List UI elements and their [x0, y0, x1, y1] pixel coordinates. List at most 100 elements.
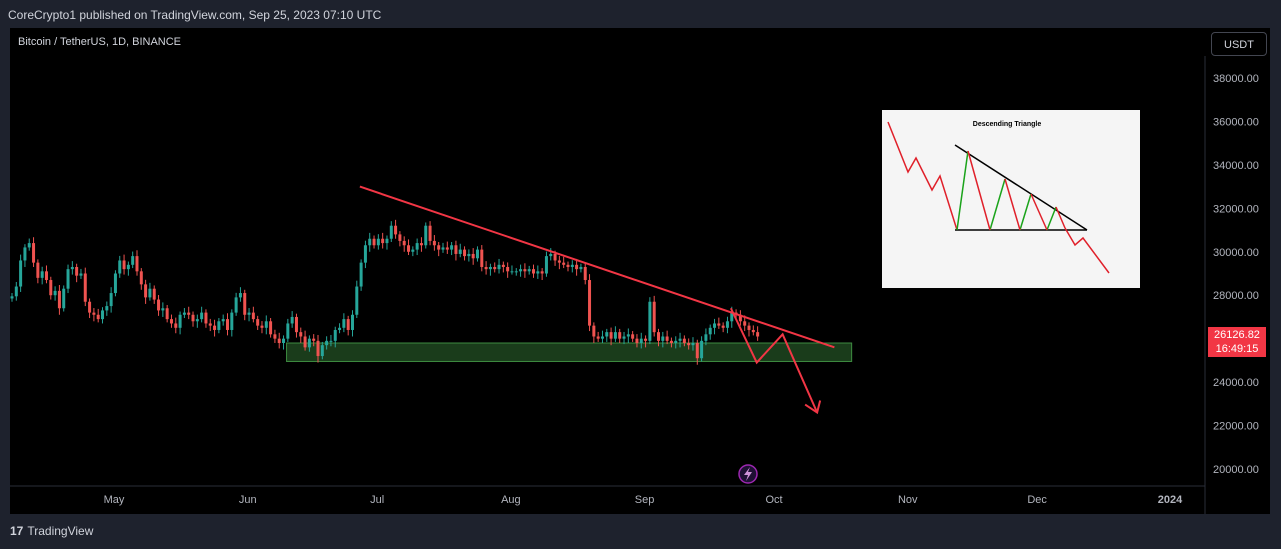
candle — [385, 238, 389, 244]
candle — [613, 332, 617, 339]
candle — [398, 234, 402, 241]
candle — [704, 334, 708, 341]
candle — [282, 338, 286, 344]
inset-down-leg — [1030, 193, 1048, 231]
candle — [467, 253, 471, 257]
inset-up-leg — [1046, 206, 1057, 231]
candle — [14, 286, 18, 297]
candle — [251, 312, 255, 320]
candle — [221, 319, 225, 322]
candle — [200, 312, 204, 320]
candle — [639, 338, 643, 344]
candle — [96, 314, 100, 320]
candle — [286, 323, 290, 339]
candle — [191, 314, 195, 322]
countdown: 16:49:15 — [1215, 343, 1259, 355]
tradingview-logo[interactable]: 17 TradingView — [10, 524, 93, 538]
candle — [247, 312, 251, 315]
candle — [454, 245, 458, 254]
candle — [161, 308, 165, 311]
candle — [187, 312, 191, 315]
candle — [713, 323, 717, 328]
candle — [213, 325, 217, 330]
candle — [570, 264, 574, 267]
x-tick-label: May — [104, 494, 125, 506]
candle — [751, 329, 755, 333]
candle — [665, 336, 669, 341]
candle — [23, 247, 27, 261]
candle — [342, 319, 346, 328]
candle — [588, 280, 592, 326]
y-tick-label: 28000.00 — [1213, 290, 1259, 302]
candle — [157, 299, 161, 311]
inset-up-leg — [1019, 193, 1032, 231]
candle — [299, 332, 303, 337]
candle — [674, 340, 678, 344]
candle — [27, 243, 31, 248]
candle — [204, 312, 208, 324]
candle — [118, 260, 122, 274]
candle — [62, 288, 66, 309]
candle — [579, 266, 583, 270]
candle — [66, 269, 70, 289]
candle — [738, 314, 742, 322]
projection-path[interactable] — [729, 307, 819, 413]
candle — [532, 269, 536, 274]
candle — [445, 247, 449, 250]
candle — [622, 336, 626, 339]
candle — [544, 256, 548, 274]
candle — [88, 301, 92, 313]
candle — [411, 249, 415, 252]
candle — [475, 249, 479, 259]
candle — [101, 310, 105, 320]
candle — [523, 269, 527, 272]
candle — [691, 343, 695, 346]
candle — [329, 340, 333, 342]
candle — [122, 260, 126, 270]
candle — [338, 327, 342, 330]
x-tick-label: Sep — [635, 494, 655, 506]
candle — [152, 288, 156, 300]
candle — [79, 273, 83, 276]
candle — [566, 264, 570, 267]
candle — [217, 321, 221, 330]
candle — [652, 301, 656, 333]
projection-arrowhead — [804, 400, 822, 415]
candle — [40, 271, 44, 278]
candle — [333, 329, 337, 341]
candle — [480, 249, 484, 267]
candle — [394, 225, 398, 235]
candle — [493, 266, 497, 270]
candle — [596, 336, 600, 339]
candle — [182, 312, 186, 315]
x-tick-label: Nov — [898, 494, 918, 506]
trendline[interactable] — [359, 185, 835, 349]
candle — [527, 269, 531, 272]
candle — [83, 273, 87, 302]
candle — [359, 262, 363, 287]
publish-header: CoreCrypto1 published on TradingView.com… — [0, 0, 1281, 28]
candle — [441, 247, 445, 250]
candle — [510, 271, 514, 273]
candle — [682, 338, 686, 344]
candle — [372, 238, 376, 246]
support-zone[interactable] — [286, 342, 853, 362]
candle — [70, 266, 74, 270]
x-tick-label: Aug — [501, 494, 521, 506]
candle — [644, 338, 648, 341]
candle — [631, 334, 635, 339]
inset-up-leg — [956, 150, 969, 231]
currency-button[interactable]: USDT — [1211, 32, 1267, 56]
candle — [234, 297, 238, 313]
candle — [725, 321, 729, 328]
logo-mark: 17 — [10, 524, 24, 538]
publish-info: CoreCrypto1 published on TradingView.com… — [8, 8, 382, 22]
candle — [294, 316, 298, 333]
candle — [437, 245, 441, 250]
candle — [695, 343, 699, 359]
candle — [368, 238, 372, 246]
inset-title: Descending Triangle — [973, 121, 1042, 128]
candle — [717, 323, 721, 326]
candle — [618, 332, 622, 339]
